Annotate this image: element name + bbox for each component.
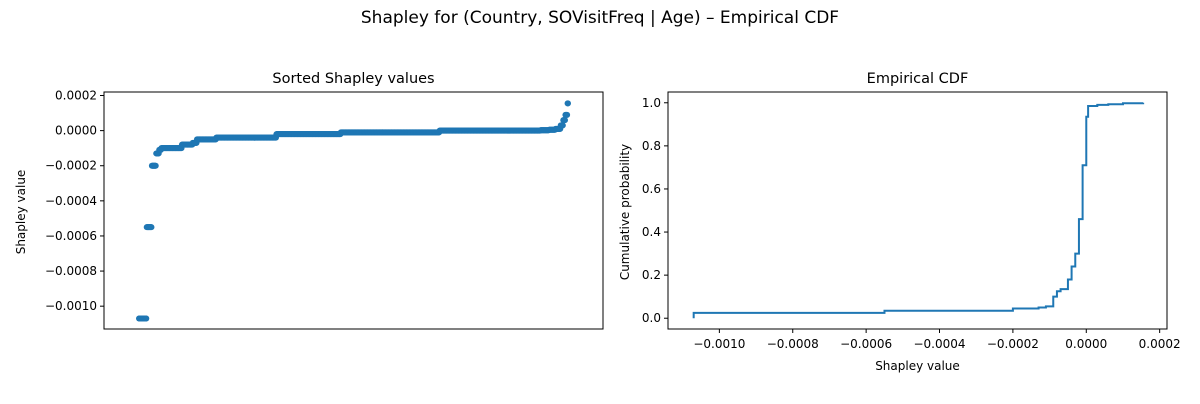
y-tick-label: 0.6 bbox=[642, 182, 661, 196]
x-tick-label: −0.0002 bbox=[987, 337, 1039, 351]
y-tick-label: 0.0 bbox=[642, 311, 661, 325]
figure-title: Shapley for (Country, SOVisitFreq | Age)… bbox=[361, 8, 839, 28]
scatter-point bbox=[559, 122, 566, 129]
right-plot-frame bbox=[667, 91, 1168, 330]
y-tick-label: 0.8 bbox=[642, 139, 661, 153]
y-tick-label: 0.0000 bbox=[55, 124, 97, 138]
empirical-cdf-panel: Empirical CDF Cumulative probability Sha… bbox=[618, 71, 1181, 373]
right-y-axis-label: Cumulative probability bbox=[618, 144, 632, 280]
x-tick-label: 0.0002 bbox=[1139, 337, 1181, 351]
scatter-point bbox=[565, 100, 571, 107]
scatter-point bbox=[143, 315, 150, 322]
left-plot-frame bbox=[103, 91, 604, 330]
right-x-axis-label: Shapley value bbox=[875, 359, 960, 373]
cdf-step-line bbox=[692, 102, 1145, 319]
sorted-shapley-panel: Sorted Shapley values Shapley value −0.0… bbox=[14, 71, 604, 330]
right-chart-title: Empirical CDF bbox=[867, 71, 969, 87]
x-tick-label: 0.0000 bbox=[1065, 337, 1107, 351]
scatter-point bbox=[152, 162, 159, 169]
left-y-axis-label: Shapley value bbox=[14, 170, 28, 255]
y-tick-label: −0.0004 bbox=[45, 194, 97, 208]
right-cdf-line bbox=[692, 102, 1145, 319]
left-chart-title: Sorted Shapley values bbox=[272, 71, 434, 87]
left-y-ticks: −0.0010 −0.0008 −0.0006 −0.0004 −0.0002 0.000… bbox=[45, 89, 104, 313]
scatter-point bbox=[561, 117, 568, 124]
x-tick-label: −0.0004 bbox=[913, 337, 965, 351]
y-tick-label: −0.0008 bbox=[45, 264, 97, 278]
y-tick-label: 0.0002 bbox=[55, 89, 97, 103]
y-tick-label: −0.0010 bbox=[45, 299, 97, 313]
y-tick-label: 1.0 bbox=[642, 96, 661, 110]
right-x-ticks: −0.0010 −0.0008 −0.0006 −0.0004 −0.0002 0.000… bbox=[693, 329, 1181, 351]
x-tick-label: −0.0010 bbox=[693, 337, 745, 351]
x-tick-label: −0.0006 bbox=[840, 337, 892, 351]
y-tick-label: 0.4 bbox=[642, 225, 661, 239]
y-tick-label: −0.0002 bbox=[45, 159, 97, 173]
scatter-point bbox=[148, 224, 155, 231]
scatter-point bbox=[564, 111, 571, 118]
x-tick-label: −0.0008 bbox=[767, 337, 819, 351]
left-scatter-points bbox=[136, 100, 571, 322]
y-tick-label: 0.2 bbox=[642, 268, 661, 282]
right-y-ticks: 0.0 0.2 0.4 0.6 0.8 1.0 bbox=[642, 96, 668, 325]
y-tick-label: −0.0006 bbox=[45, 229, 97, 243]
